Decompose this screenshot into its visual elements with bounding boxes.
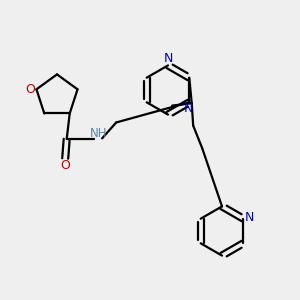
Text: O: O [60, 159, 70, 172]
Text: N: N [163, 52, 173, 65]
Text: O: O [25, 83, 35, 96]
Text: NH: NH [89, 127, 107, 140]
Text: N: N [245, 211, 255, 224]
Text: N: N [183, 102, 193, 115]
